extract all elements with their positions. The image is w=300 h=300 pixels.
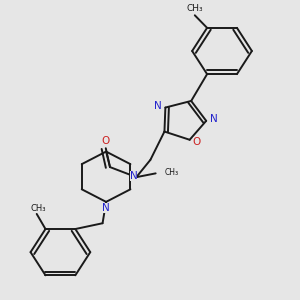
Text: CH₃: CH₃: [164, 168, 178, 177]
Text: O: O: [193, 137, 201, 147]
Text: CH₃: CH₃: [30, 204, 46, 213]
Text: O: O: [102, 136, 110, 146]
Text: N: N: [210, 114, 218, 124]
Text: N: N: [154, 101, 161, 111]
Text: N: N: [102, 202, 110, 212]
Text: N: N: [130, 171, 137, 181]
Text: CH₃: CH₃: [187, 4, 203, 13]
